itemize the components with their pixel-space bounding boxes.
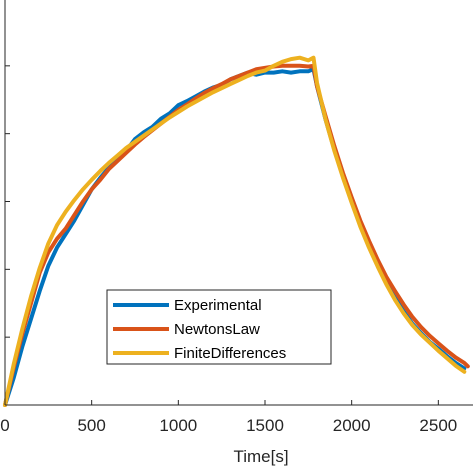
series-line-1 [3, 63, 470, 407]
x-tick-label: 500 [77, 416, 105, 435]
legend-label-0: Experimental [174, 297, 262, 314]
x-tick-label: 1000 [159, 416, 197, 435]
x-tick-label: 2500 [419, 416, 457, 435]
legend: Experimental NewtonsLaw FiniteDifferences [106, 289, 332, 365]
series-line-2 [3, 55, 467, 407]
legend-label-1: NewtonsLaw [174, 321, 260, 338]
legend-label-2: FiniteDifferences [174, 345, 286, 362]
y-ticks [5, 65, 10, 406]
series-lines [3, 55, 470, 407]
x-tick-label: 0 [0, 416, 9, 435]
x-tick-label: 2000 [333, 416, 371, 435]
x-ticks: 0 500 1000 1500 2000 2500 [0, 400, 457, 435]
x-tick-label: 1500 [246, 416, 284, 435]
x-axis-label: Time[s] [233, 447, 288, 466]
